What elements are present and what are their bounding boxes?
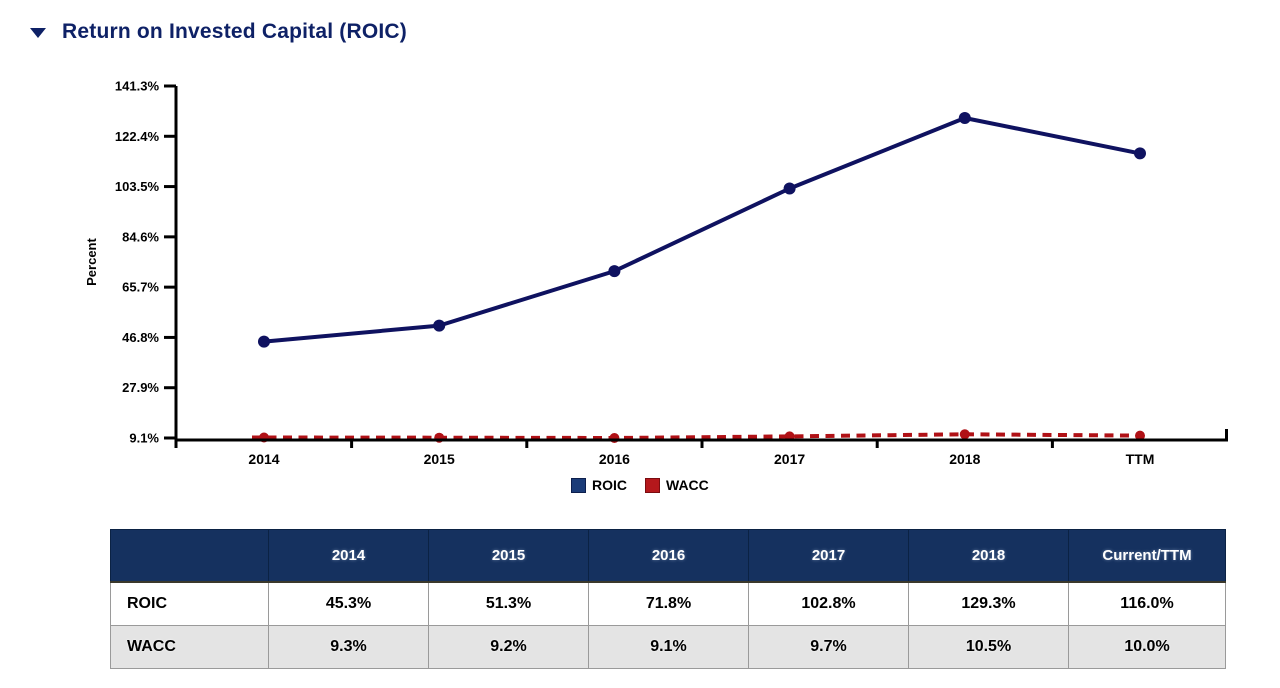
legend-label: ROIC (592, 477, 627, 493)
table-cell: 102.8% (748, 581, 909, 626)
x-tick-label: 2016 (599, 451, 630, 467)
roic-point (958, 112, 971, 124)
x-tick-label: 2014 (248, 451, 279, 467)
wacc-line (252, 432, 1148, 441)
table-header-cell: Current/TTM (1068, 529, 1226, 583)
y-tick-label: 65.7% (122, 280, 159, 295)
table-row-label: WACC (110, 625, 269, 669)
x-tick-label: 2015 (424, 451, 455, 467)
table-row-roic: ROIC 45.3% 51.3% 71.8% 102.8% 129.3% 116.0% (110, 581, 1226, 626)
table-cell: 10.5% (908, 625, 1069, 669)
y-tick-label: 27.9% (122, 380, 159, 395)
table-cell: 9.7% (748, 625, 909, 669)
table-cell: 9.3% (268, 625, 429, 669)
table-header-row: 2014 2015 2016 2017 2018 Current/TTM (110, 529, 1226, 583)
y-tick-label: 122.4% (115, 129, 160, 144)
y-tick-label: 46.8% (122, 330, 159, 345)
roic-wacc-line-chart: 141.3% 122.4% 103.5% 84.6% 65.7% 46.8% 27.9% 9.… (84, 79, 1228, 467)
roic-wacc-table: 2014 2015 2016 2017 2018 Current/TTM ROIC 45.3… (110, 529, 1226, 669)
data-table-wrap: 2014 2015 2016 2017 2018 Current/TTM ROIC 45.3… (110, 529, 1226, 669)
table-header-blank (110, 529, 269, 583)
table-cell: 10.0% (1068, 625, 1226, 669)
legend-item-roic[interactable]: ROIC (571, 477, 627, 493)
table-header-cell: 2018 (908, 529, 1069, 583)
roic-point (608, 265, 621, 278)
legend-swatch-wacc (645, 477, 660, 493)
roic-line (262, 116, 1142, 344)
table-cell: 116.0% (1068, 581, 1226, 626)
roic-point (258, 335, 270, 348)
legend-swatch-roic (571, 477, 586, 493)
section-header: Return on Invested Capital (ROIC) (30, 20, 407, 44)
y-tick-label: 9.1% (129, 431, 159, 446)
page-title: Return on Invested Capital (ROIC) (62, 20, 407, 43)
table-cell: 71.8% (588, 581, 749, 626)
table-cell: 9.1% (588, 625, 749, 669)
x-tick-label: TTM (1126, 451, 1155, 467)
table-header-cell: 2016 (588, 529, 749, 583)
y-tick-label: 141.3% (115, 79, 160, 94)
y-tick-label: 84.6% (122, 229, 159, 244)
table-cell: 45.3% (268, 581, 429, 626)
y-tick-label: 103.5% (115, 179, 160, 194)
y-axis-title: Percent (84, 237, 99, 285)
wacc-point (959, 429, 970, 440)
roic-point (783, 182, 796, 195)
x-tick-label: 2017 (774, 451, 805, 467)
table-row-label: ROIC (110, 581, 269, 626)
wacc-point (1135, 430, 1145, 441)
table-cell: 51.3% (428, 581, 589, 626)
roic-point (433, 319, 446, 332)
legend-label: WACC (666, 477, 709, 493)
collapse-triangle-icon[interactable] (30, 28, 46, 38)
x-tick-label: 2018 (949, 451, 980, 467)
legend-item-wacc[interactable]: WACC (645, 477, 709, 493)
chart-legend: ROIC WACC (571, 477, 709, 493)
table-cell: 129.3% (908, 581, 1069, 626)
table-row-wacc: WACC 9.3% 9.2% 9.1% 9.7% 10.5% 10.0% (110, 625, 1226, 669)
table-cell: 9.2% (428, 625, 589, 669)
roic-point (1134, 147, 1146, 160)
table-header-cell: 2017 (748, 529, 909, 583)
table-header-cell: 2015 (428, 529, 589, 583)
table-header-cell: 2014 (268, 529, 429, 583)
